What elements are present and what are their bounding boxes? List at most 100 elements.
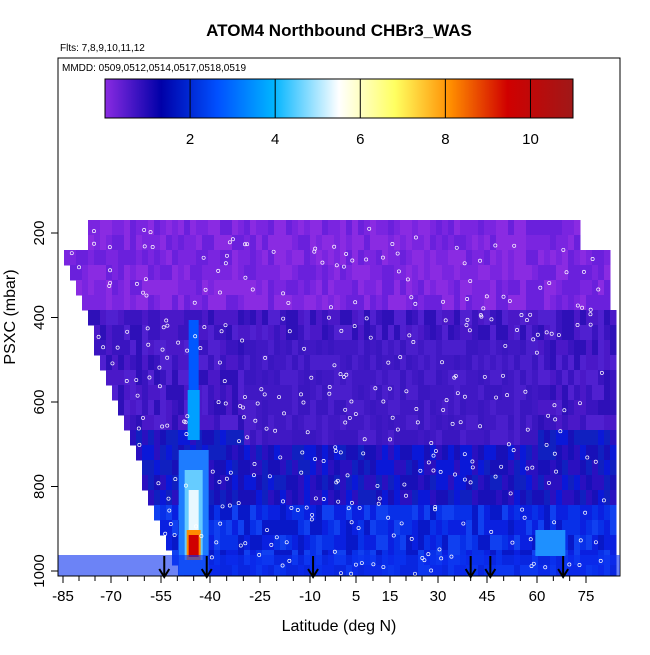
- heatmap-cell: [466, 535, 473, 551]
- heatmap-cell: [532, 370, 539, 386]
- heatmap-cell: [190, 280, 197, 296]
- sample-marker: [349, 500, 354, 505]
- heatmap-cell: [364, 505, 371, 521]
- heatmap-cell: [322, 370, 329, 386]
- sample-marker: [507, 299, 512, 304]
- sample-marker: [339, 571, 343, 576]
- sample-marker: [250, 287, 255, 292]
- sample-marker: [590, 257, 595, 261]
- heatmap-cell: [520, 400, 527, 416]
- heatmap-cell: [358, 325, 365, 341]
- sample-marker: [413, 235, 418, 240]
- heatmap-cell: [340, 475, 347, 491]
- flight-arrow-head: [484, 568, 497, 579]
- heatmap-cell: [280, 340, 287, 356]
- heatmap-cell: [574, 460, 581, 476]
- sample-marker: [362, 437, 367, 442]
- heatmap-cell: [310, 370, 317, 386]
- heatmap-cell: [496, 415, 503, 431]
- heatmap-cell: [214, 280, 221, 296]
- heatmap-cell: [436, 445, 443, 461]
- heatmap-cell: [454, 415, 461, 431]
- heatmap-cell: [340, 325, 347, 341]
- heatmap-cell: [610, 460, 617, 476]
- heatmap-cell: [172, 400, 179, 416]
- heatmap-cell: [184, 355, 191, 371]
- heatmap-cell: [298, 430, 305, 446]
- heatmap-cell: [352, 235, 359, 251]
- heatmap-cell: [478, 445, 485, 461]
- heatmap-cell: [136, 250, 143, 266]
- heatmap-cell: [394, 415, 401, 431]
- heatmap-cell: [178, 265, 185, 281]
- heatmap-cell: [544, 490, 551, 506]
- heatmap-cell: [526, 325, 533, 341]
- sample-marker: [271, 249, 276, 254]
- heatmap-cell: [520, 415, 527, 431]
- heatmap-cell: [544, 310, 551, 326]
- heatmap-cell: [610, 310, 617, 326]
- heatmap-cell: [604, 250, 611, 266]
- heatmap-cell: [496, 310, 503, 326]
- heatmap-cell: [316, 370, 323, 386]
- heatmap-cell: [430, 250, 437, 266]
- heatmap-cell: [238, 430, 245, 446]
- heatmap-cell: [586, 400, 593, 416]
- heatmap-cell: [334, 475, 341, 491]
- heatmap-cell: [544, 400, 551, 416]
- heatmap-cell: [460, 325, 467, 341]
- heatmap-cell: [310, 520, 317, 536]
- heatmap-cell: [130, 265, 137, 281]
- heatmap-cell: [136, 235, 143, 251]
- heatmap-cell: [310, 535, 317, 551]
- heatmap-cell: [292, 505, 299, 521]
- heatmap-cell: [532, 460, 539, 476]
- heatmap-cell: [268, 325, 275, 341]
- heatmap-cell: [562, 385, 569, 401]
- heatmap-cell: [382, 265, 389, 281]
- sample-marker: [598, 558, 603, 563]
- heatmap-cell: [394, 370, 401, 386]
- sample-marker: [349, 520, 354, 525]
- heatmap-cell: [154, 340, 161, 356]
- heatmap-cell: [334, 460, 341, 476]
- heatmap-cell: [454, 340, 461, 356]
- heatmap-cell: [382, 535, 389, 551]
- heatmap-cell: [184, 310, 191, 326]
- heatmap-cell: [424, 460, 431, 476]
- x-tick-label: 30: [430, 588, 447, 605]
- heatmap-cell: [328, 460, 335, 476]
- heatmap-cell: [160, 415, 167, 431]
- heatmap-cell: [442, 220, 449, 236]
- heatmap-cell: [526, 355, 533, 371]
- heatmap-cell: [484, 295, 491, 311]
- heatmap-cell: [574, 490, 581, 506]
- heatmap-cell: [532, 505, 539, 521]
- heatmap-cell: [196, 310, 203, 326]
- y-tick-label: 200: [31, 220, 48, 245]
- heatmap-cell: [400, 430, 407, 446]
- heatmap-cell: [610, 445, 617, 461]
- heatmap-cell: [148, 325, 155, 341]
- heatmap-cell: [112, 310, 119, 326]
- heatmap-cell: [550, 265, 557, 281]
- heatmap-cell: [286, 490, 293, 506]
- heatmap-cell: [352, 370, 359, 386]
- heatmap-cell: [262, 295, 269, 311]
- sample-marker: [220, 504, 225, 509]
- heatmap-cell: [556, 280, 563, 296]
- heatmap-cell: [292, 325, 299, 341]
- heatmap-cell: [172, 475, 179, 491]
- heatmap-cell: [322, 265, 329, 281]
- heatmap-cell: [94, 250, 101, 266]
- heatmap-cell: [604, 490, 611, 506]
- heatmap-cell: [514, 520, 521, 536]
- heatmap-cell: [220, 310, 227, 326]
- heatmap-cell: [412, 325, 419, 341]
- heatmap-cell: [568, 295, 575, 311]
- heatmap-cell: [166, 400, 173, 416]
- heatmap-cell: [232, 280, 239, 296]
- heatmap-cell: [412, 415, 419, 431]
- heatmap-cell: [418, 250, 425, 266]
- heatmap-cell: [232, 505, 239, 521]
